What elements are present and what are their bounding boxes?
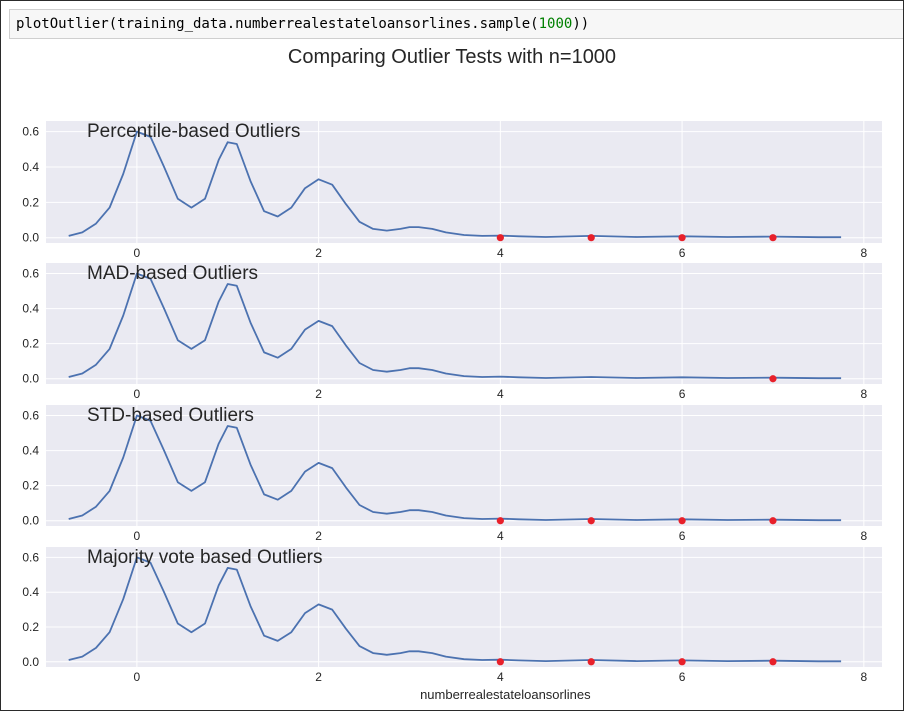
subplot-title: Majority vote based Outliers	[87, 547, 323, 568]
x-tick-label: 0	[134, 246, 141, 260]
y-tick-label: 0.0	[22, 372, 39, 386]
outlier-marker	[587, 517, 595, 525]
outlier-marker	[769, 234, 777, 242]
plot-area	[46, 547, 882, 667]
y-tick-label: 0.2	[22, 195, 39, 209]
outlier-marker	[678, 517, 686, 525]
density-curve	[68, 130, 842, 239]
x-tick-label: 8	[860, 670, 867, 684]
x-tick-label: 6	[679, 387, 686, 401]
subplot-1: 0.0 0.2 0.4 0.6 0 2 4 6 8 Percentile-based Outlie…	[22, 121, 882, 260]
density-curve	[68, 272, 842, 380]
plot-area	[46, 121, 882, 243]
outlier-marker	[769, 658, 777, 666]
code-prefix: plotOutlier(training_data.numberrealesta…	[16, 16, 539, 32]
y-tick-label: 0.0	[22, 655, 39, 669]
x-tick-label: 4	[497, 670, 504, 684]
code-suffix: ))	[572, 16, 590, 32]
code-sample-argument: 1000	[538, 16, 573, 32]
outlier-marker	[496, 658, 504, 666]
outlier-marker	[678, 658, 686, 666]
code-cell[interactable]: plotOutlier(training_data.numberrealesta…	[9, 9, 903, 39]
x-tick-label: 0	[134, 529, 141, 543]
x-tick-label: 8	[860, 387, 867, 401]
outlier-marker	[769, 375, 777, 383]
figure-title: Comparing Outlier Tests with n=1000	[287, 46, 617, 68]
plot-area	[46, 405, 882, 526]
x-tick-label: 2	[315, 387, 322, 401]
y-tick-label: 0.6	[22, 125, 39, 139]
y-tick-label: 0.4	[22, 444, 39, 458]
y-tick-label: 0.0	[22, 231, 39, 245]
x-tick-label: 8	[860, 246, 867, 260]
y-tick-label: 0.6	[22, 409, 39, 423]
subplot-4: 0.0 0.2 0.4 0.6 0 2 4 6 8 Majority vote based Out…	[22, 547, 882, 702]
subplot-3: 0.0 0.2 0.4 0.6 0 2 4 6 8 STD-based Outliers	[22, 405, 882, 543]
outlier-marker	[769, 517, 777, 525]
outlier-marker	[587, 658, 595, 666]
outlier-marker	[496, 517, 504, 525]
x-tick-label: 0	[134, 387, 141, 401]
density-curve	[68, 414, 842, 522]
y-tick-label: 0.6	[22, 550, 39, 564]
x-tick-label: 4	[497, 387, 504, 401]
y-tick-label: 0.2	[22, 620, 39, 634]
outlier-marker	[587, 234, 595, 242]
x-tick-label: 4	[497, 246, 504, 260]
subplot-2: 0.0 0.2 0.4 0.6 0 2 4 6 8 MAD-based Outliers	[22, 263, 882, 401]
x-axis-label: numberrealestateloansorlines	[420, 687, 591, 702]
subplot-title: Percentile-based Outliers	[87, 121, 300, 142]
y-tick-label: 0.0	[22, 514, 39, 528]
y-tick-label: 0.4	[22, 585, 39, 599]
x-tick-label: 2	[315, 670, 322, 684]
density-curve	[68, 556, 842, 663]
y-tick-label: 0.2	[22, 479, 39, 493]
outlier-marker	[496, 234, 504, 242]
x-tick-label: 4	[497, 529, 504, 543]
plot-area	[46, 263, 882, 384]
x-tick-label: 6	[679, 246, 686, 260]
y-tick-label: 0.6	[22, 267, 39, 281]
x-tick-label: 6	[679, 670, 686, 684]
subplot-title: MAD-based Outliers	[87, 263, 258, 284]
x-tick-label: 6	[679, 529, 686, 543]
subplot-title: STD-based Outliers	[87, 405, 254, 426]
y-tick-label: 0.2	[22, 337, 39, 351]
x-tick-label: 2	[315, 529, 322, 543]
outlier-marker	[678, 234, 686, 242]
x-tick-label: 0	[134, 670, 141, 684]
y-tick-label: 0.4	[22, 160, 39, 174]
x-tick-label: 2	[315, 246, 322, 260]
y-tick-label: 0.4	[22, 302, 39, 316]
x-tick-label: 8	[860, 529, 867, 543]
